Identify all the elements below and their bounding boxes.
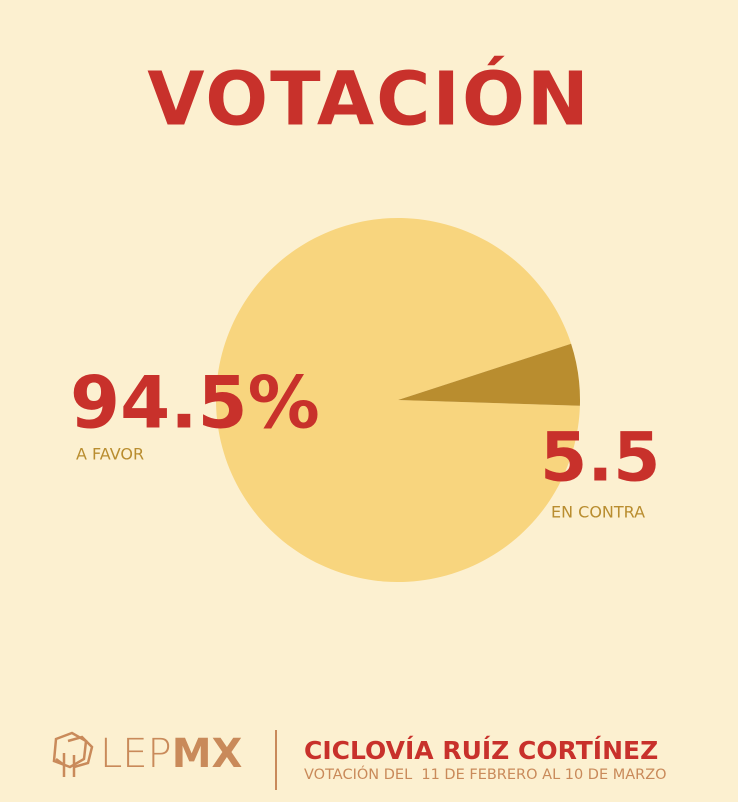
labels: 94.5%A FAVOR 5.5 EN CONTRA (70, 361, 660, 522)
pie (216, 218, 581, 583)
category-label: A FAVOR (76, 445, 144, 464)
pie-slice (398, 343, 581, 406)
pie-slice (216, 218, 580, 583)
data-label: 5.5 (540, 419, 660, 498)
logo-text: LEPMX (100, 731, 242, 777)
logo-mx: MX (172, 731, 243, 777)
footer-subtitle: VOTACIÓN DEL 11 DE FEBRERO AL 10 DE MARZ… (304, 765, 667, 783)
logo-lep: LEP (100, 731, 172, 777)
footer: LEPMX CICLOVÍA RUÍZ CORTÍNEZ VOTACIÓN DE… (52, 730, 667, 790)
logo-icon (52, 731, 94, 777)
chart-title: VOTACIÓN (147, 55, 591, 143)
footer-title: CICLOVÍA RUÍZ CORTÍNEZ (304, 736, 658, 765)
data-label: 94.5% (70, 361, 320, 445)
category-label: EN CONTRA (551, 503, 645, 522)
